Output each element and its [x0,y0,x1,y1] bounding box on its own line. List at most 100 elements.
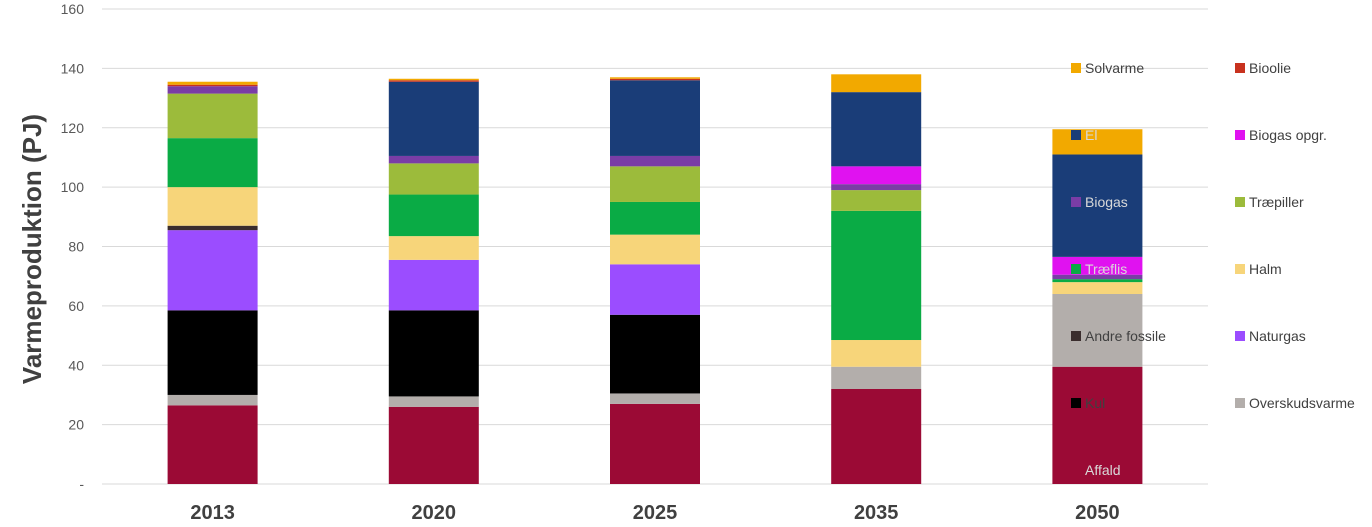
bar-segment [1052,129,1143,155]
bar-segment [167,84,258,87]
bar-segment [610,80,700,156]
y-tick-label: 20 [68,417,84,433]
legend-label: Træflis [1085,261,1127,277]
legend-label: Affald [1085,462,1121,478]
bar-segment [610,78,700,81]
legend-marker [1071,130,1081,140]
bar-segment [831,210,922,341]
bar-segment [388,163,479,195]
legend-label: Bioolie [1249,60,1291,76]
bar-segment [388,80,479,82]
bar-segment [831,389,922,484]
legend-marker [1071,264,1081,274]
x-category-label: 2025 [633,502,678,524]
x-axis-categories: 2013 2020 2025 2035 2050 [190,502,1119,524]
bar-segment [831,74,922,93]
bar-segment [388,310,479,397]
legend: Solvarme El Biogas Træflis Andre fossile Kul A… [1071,60,1355,478]
x-category-label: 2020 [412,502,457,524]
bar-segment [610,77,700,79]
bar-segment [388,155,479,164]
bar-segment [388,236,479,260]
legend-marker [1235,398,1245,408]
bar-segment [1052,366,1143,484]
bar-segment [388,81,479,156]
bar-segment [1052,279,1143,283]
legend-label: Solvarme [1085,60,1144,76]
bar-segment [831,166,922,185]
legend-item: Biogas [1071,194,1128,210]
bar-segment [388,78,479,81]
legend-label: Biogas [1085,194,1128,210]
bar-segment [610,166,700,202]
bar-segment [1052,294,1143,367]
legend-label: Overskudsvarme [1249,395,1355,411]
bar-segment [167,138,258,188]
bar-segment [610,234,700,265]
y-tick-label: 140 [61,60,85,76]
y-tick-label: 160 [61,1,85,17]
bars [167,74,1143,484]
legend-item: Træpiller [1235,194,1304,210]
legend-marker [1235,130,1245,140]
x-category-label: 2050 [1075,502,1120,524]
y-axis-ticks: - 20 40 60 80 100 120 140 160 [61,1,85,492]
legend-item: Andre fossile [1071,328,1166,344]
legend-label: Naturgas [1249,328,1306,344]
bar-segment [167,405,258,484]
y-tick-label: 40 [68,357,84,373]
bar-segment [610,155,700,167]
bar-stack-2025 [610,77,700,484]
legend-marker [1235,264,1245,274]
bar-segment [388,194,479,237]
x-category-label: 2013 [190,502,235,524]
y-tick-label: 60 [68,298,84,314]
legend-label: El [1085,127,1097,143]
legend-marker [1071,197,1081,207]
bar-segment [1052,274,1143,280]
bar-segment [1052,282,1143,294]
legend-item: Solvarme [1071,60,1144,76]
legend-label: Kul [1085,395,1105,411]
bar-stack-2013 [167,81,258,484]
bar-segment [831,184,922,191]
bar-segment [610,393,700,404]
bar-segment [610,264,700,315]
bar-segment [1052,154,1143,257]
bar-stack-2020 [388,78,479,484]
y-tick-label: 100 [61,179,85,195]
bar-segment [167,394,258,406]
legend-marker [1071,331,1081,341]
bar-segment [388,259,479,311]
bar-segment [610,403,700,484]
y-tick-label: - [79,476,84,492]
legend-marker [1235,197,1245,207]
legend-marker [1071,398,1081,408]
legend-label: Halm [1249,261,1282,277]
legend-item: Kul [1071,395,1105,411]
legend-item: Halm [1235,261,1282,277]
bar-stack-2050 [1052,129,1143,484]
bar-stack-2035 [831,74,922,484]
bar-segment [167,81,258,85]
bar-segment [831,366,922,389]
bar-segment [167,93,258,139]
bar-segment [831,340,922,367]
y-tick-label: 80 [68,239,84,255]
legend-marker [1235,331,1245,341]
bar-segment [610,314,700,394]
bar-segment [831,92,922,167]
bar-segment [167,310,258,395]
bar-segment [167,86,258,94]
legend-item: El [1071,127,1097,143]
legend-marker [1071,63,1081,73]
bar-segment [388,396,479,407]
legend-marker [1235,63,1245,73]
bar-segment [610,201,700,235]
legend-item: Bioolie [1235,60,1291,76]
x-category-label: 2035 [854,502,899,524]
y-axis-label: Varmeproduktion (PJ) [17,114,47,384]
legend-item: Overskudsvarme [1235,395,1355,411]
legend-label: Biogas opgr. [1249,127,1327,143]
